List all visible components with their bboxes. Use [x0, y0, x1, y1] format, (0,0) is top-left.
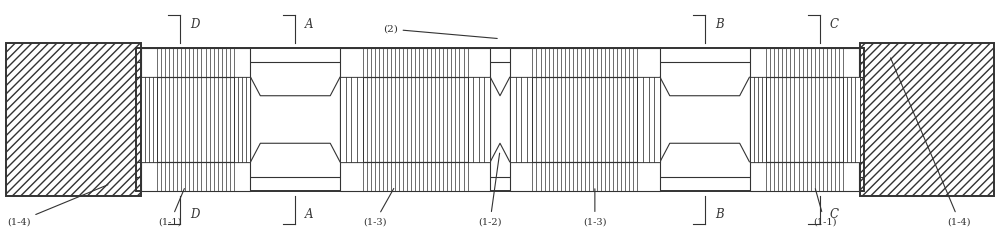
Text: (1-4): (1-4) — [7, 185, 108, 226]
Bar — [510, 48, 660, 191]
Text: C: C — [830, 208, 839, 221]
Bar — [340, 48, 490, 191]
Bar — [234, 77, 250, 162]
Text: B: B — [715, 18, 723, 31]
Text: D: D — [190, 208, 200, 221]
Text: (1-3): (1-3) — [363, 189, 394, 226]
Bar — [340, 77, 490, 162]
Bar — [510, 77, 660, 162]
Bar — [141, 77, 250, 162]
Bar — [750, 77, 859, 162]
Bar — [141, 48, 250, 191]
Bar — [468, 77, 490, 162]
Text: (1-1): (1-1) — [813, 189, 836, 226]
Bar — [637, 77, 660, 162]
Bar — [340, 77, 363, 162]
Text: (1-1): (1-1) — [159, 189, 184, 226]
Text: (1-2): (1-2) — [478, 153, 502, 226]
Text: (1-4): (1-4) — [891, 58, 971, 226]
Bar — [750, 48, 859, 191]
Text: (1-3): (1-3) — [583, 189, 607, 226]
Bar — [510, 77, 532, 162]
Text: (2): (2) — [383, 25, 497, 38]
Bar — [141, 77, 157, 162]
Bar — [6, 43, 140, 196]
Text: C: C — [830, 18, 839, 31]
Bar — [843, 77, 860, 162]
Bar — [750, 77, 766, 162]
Text: D: D — [190, 18, 200, 31]
Text: B: B — [715, 208, 723, 221]
Bar — [860, 43, 994, 196]
Text: A: A — [305, 18, 314, 31]
Text: A: A — [305, 208, 314, 221]
